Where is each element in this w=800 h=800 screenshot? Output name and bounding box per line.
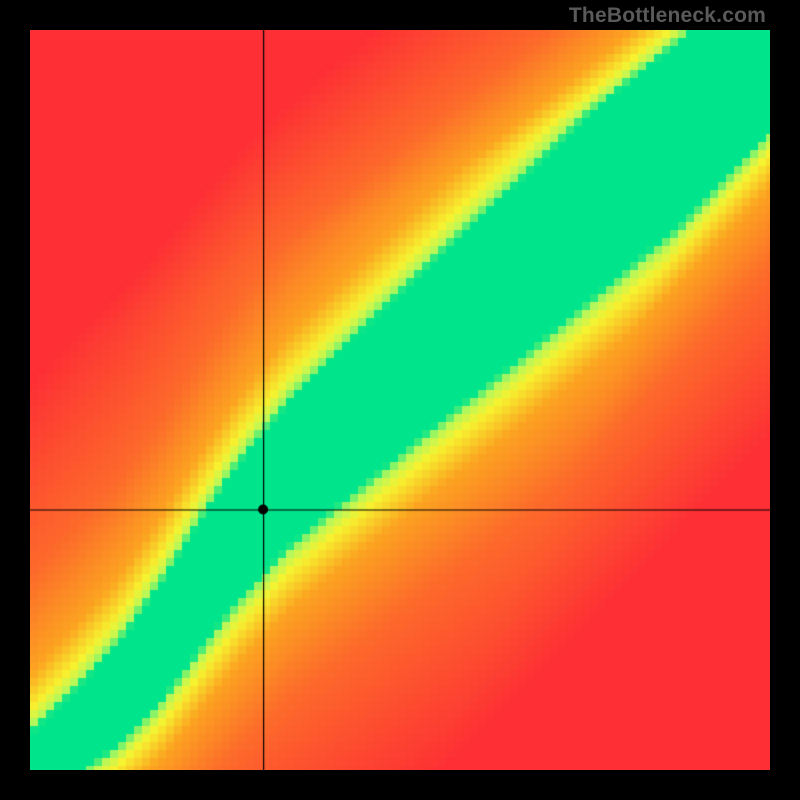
frame-left	[0, 0, 30, 800]
bottleneck-heatmap	[30, 30, 770, 770]
watermark-text: TheBottleneck.com	[569, 4, 766, 28]
frame-right	[770, 0, 800, 800]
frame-bottom	[0, 770, 800, 800]
